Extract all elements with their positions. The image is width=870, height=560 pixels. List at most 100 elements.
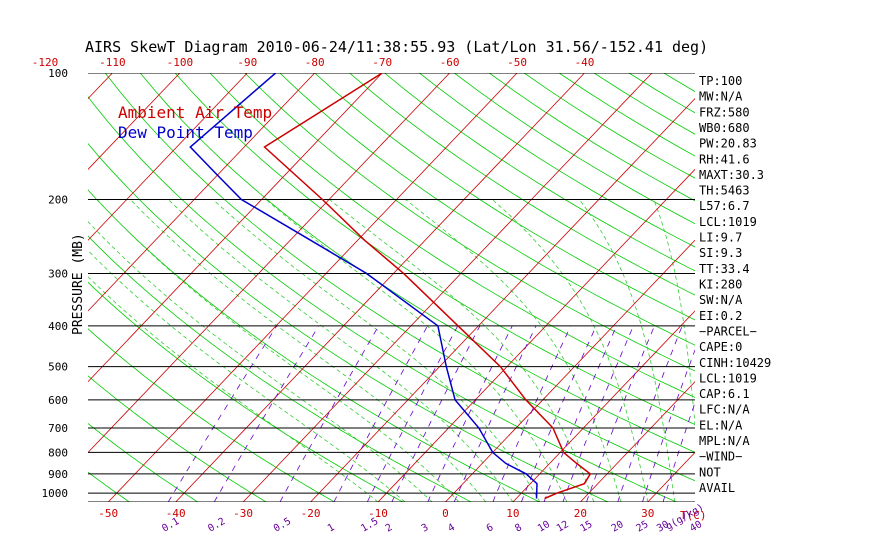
- mixing-ratio-line: [543, 325, 617, 502]
- index-entry: RH:41.6: [699, 152, 750, 166]
- dry-adiabat: [88, 375, 267, 502]
- pressure-tick-label: 100: [48, 67, 68, 80]
- top-temperature-tick-label: -120: [32, 56, 59, 69]
- mixing-ratio-label: 40: [688, 519, 704, 535]
- index-entry: TP:100: [699, 74, 742, 88]
- mixing-ratio-label: 30: [655, 519, 671, 535]
- moist-adiabat: [492, 199, 649, 502]
- mixing-ratio-label: 3: [420, 522, 431, 535]
- index-entry: L57:6.7: [699, 199, 750, 213]
- dry-adiabat: [174, 73, 695, 425]
- pressure-tick-labels: 100 200 300 400 500 600 700 800 900 1000: [42, 67, 69, 500]
- isotherm: [88, 73, 248, 241]
- top-temperature-tick-label: -60: [440, 56, 460, 69]
- mixing-ratio-label: 20: [610, 519, 626, 535]
- bottom-temperature-tick-label: -10: [368, 507, 388, 520]
- dry-adiabat: [349, 73, 695, 296]
- isotherm: [377, 168, 695, 502]
- index-entry: MAXT:30.3: [699, 168, 764, 182]
- isotherm: [88, 73, 383, 383]
- mixing-ratio-line: [427, 325, 513, 502]
- index-entry: −PARCEL−: [699, 325, 757, 339]
- index-entry: CINH:10429: [699, 356, 771, 370]
- dry-adiabat: [88, 422, 199, 502]
- dry-adiabat: [279, 73, 695, 346]
- isotherm: [445, 239, 695, 502]
- pressure-tick-label: 1000: [42, 487, 69, 500]
- moist-adiabat: [88, 221, 433, 502]
- mixing-ratio-line: [213, 325, 320, 502]
- bottom-temperature-tick-label: 10: [506, 507, 519, 520]
- top-temperature-tick-label: -70: [372, 56, 392, 69]
- bottom-temperature-tick-label: -40: [166, 507, 186, 520]
- mixing-ratio-line: [279, 325, 379, 502]
- dry-adiabat: [419, 73, 695, 248]
- isotherm: [88, 73, 113, 100]
- mixing-ratio-label: 6: [485, 522, 496, 535]
- index-entry: SI:9.3: [699, 246, 742, 260]
- chart-title: AIRS SkewT Diagram 2010-06-24/11:38:55.9…: [85, 38, 708, 56]
- index-entry: EL:N/A: [699, 418, 743, 432]
- mixing-ratio-line: [520, 325, 597, 502]
- isotherm: [107, 73, 518, 502]
- index-entry: LCL:1019: [699, 215, 757, 229]
- moist-adiabat: [578, 199, 676, 502]
- moist-adiabat: [88, 249, 406, 502]
- pressure-tick-label: 200: [48, 193, 68, 206]
- index-entry: AVAIL: [699, 481, 735, 495]
- bottom-temperature-ticks: -50 -40 -30 -20 -10 0 10 20 30: [98, 507, 654, 520]
- dry-adiabat: [88, 143, 609, 502]
- mixing-ratio-label: 0.5: [272, 516, 293, 535]
- pressure-tick-label: 700: [48, 422, 68, 435]
- dry-adiabat: [88, 471, 130, 502]
- index-entry: LCL:1019: [699, 371, 757, 385]
- top-temperature-tick-label: -100: [167, 56, 194, 69]
- index-entry: WB0:680: [699, 121, 750, 135]
- index-entry: EI:0.2: [699, 309, 742, 323]
- mixing-ratio-label: 8: [513, 522, 524, 535]
- index-entry: LFC:N/A: [699, 403, 750, 417]
- mixing-ratio-line: [366, 325, 459, 502]
- bottom-temperature-tick-label: 30: [641, 507, 654, 520]
- isotherm: [512, 310, 695, 502]
- top-temperature-tick-label: -40: [575, 56, 595, 69]
- moist-adiabat: [405, 199, 622, 502]
- mixing-ratio-label: 12: [555, 519, 571, 535]
- pressure-tick-label: 400: [48, 320, 68, 333]
- dry-adiabat: [139, 73, 695, 453]
- series-line: [189, 73, 538, 499]
- mixing-ratio-label: 2: [384, 522, 395, 535]
- dry-adiabat: [384, 73, 695, 272]
- mixing-ratio-line: [562, 325, 634, 502]
- index-entry: CAPE:0: [699, 340, 742, 354]
- x-unit-label: T(C): [680, 509, 707, 522]
- index-entry: CAP:6.1: [699, 387, 750, 401]
- index-entry: SW:N/A: [699, 293, 743, 307]
- index-entry: MPL:N/A: [699, 434, 750, 448]
- moist-adiabat: [130, 199, 487, 502]
- index-entry: MW:N/A: [699, 90, 743, 104]
- mixing-ratio-label: 10: [536, 519, 552, 535]
- pressure-tick-label: 800: [48, 446, 68, 459]
- index-entry: KI:280: [699, 278, 742, 292]
- index-entry: FRZ:580: [699, 105, 750, 119]
- mixing-ratio-label: 25: [635, 519, 651, 535]
- mixing-ratio-label: 15: [579, 519, 595, 535]
- top-temperature-tick-label: -90: [237, 56, 257, 69]
- top-temperature-tick-label: -50: [507, 56, 527, 69]
- moist-adiabat: [212, 199, 541, 502]
- dry-adiabat: [0, 73, 61, 502]
- mixing-ratio-line: [453, 325, 537, 502]
- mixing-ratio-line: [492, 325, 572, 502]
- dry-adiabat: [663, 73, 695, 93]
- isotherm: [88, 73, 316, 312]
- dry-adiabat: [244, 73, 695, 372]
- mixing-ratio-label: 4: [446, 522, 457, 535]
- dry-adiabat: [88, 281, 404, 502]
- y-axis-label: PRESSURE (MB): [71, 233, 86, 335]
- moist-adiabat: [329, 199, 595, 502]
- mixing-ratio-line: [333, 325, 428, 502]
- legend-dew-point-temp: Dew Point Temp: [118, 123, 253, 142]
